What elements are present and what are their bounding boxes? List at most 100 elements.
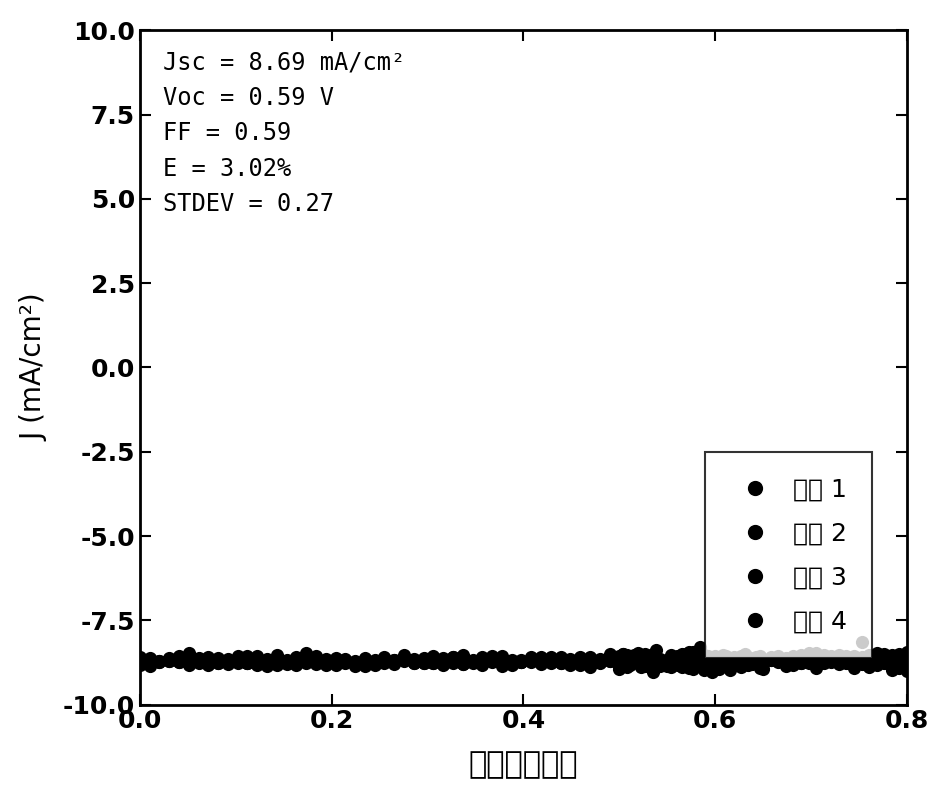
Point — [712, 663, 727, 676]
Point — [862, 661, 877, 674]
Point — [674, 656, 690, 669]
Point — [763, 651, 778, 664]
Point — [846, 661, 862, 674]
Point — [763, 654, 778, 666]
Point — [755, 663, 770, 676]
Point — [523, 650, 539, 663]
Point — [737, 658, 752, 670]
Point — [426, 650, 441, 662]
Point — [348, 656, 363, 669]
Point — [289, 658, 304, 670]
Point — [142, 659, 157, 672]
Point — [279, 654, 294, 666]
Point — [770, 655, 786, 668]
Point — [279, 657, 294, 670]
Point — [730, 654, 745, 667]
Point — [543, 651, 559, 664]
Point — [162, 651, 177, 664]
Point — [678, 659, 694, 672]
Point — [191, 653, 206, 666]
Point — [862, 653, 877, 666]
Point — [645, 658, 660, 671]
Point — [309, 654, 324, 666]
Point — [230, 654, 245, 667]
Point — [733, 661, 749, 674]
Point — [446, 657, 461, 670]
Point — [407, 657, 422, 670]
Point — [704, 657, 719, 670]
Legend: 电池 1, 电池 2, 电池 3, 电池 4: 电池 1, 电池 2, 电池 3, 电池 4 — [705, 453, 871, 658]
Point — [641, 650, 656, 662]
Point — [824, 651, 839, 664]
Point — [671, 650, 686, 663]
Point — [637, 647, 653, 660]
Point — [259, 658, 275, 670]
Point — [846, 651, 862, 664]
Point — [616, 654, 631, 667]
Point — [240, 657, 256, 670]
Point — [455, 658, 470, 670]
Point — [162, 654, 177, 667]
Point — [722, 657, 737, 670]
Point — [484, 650, 500, 663]
Point — [259, 653, 275, 666]
Point — [396, 653, 411, 666]
Point — [259, 654, 275, 666]
Point — [730, 653, 745, 666]
Point — [626, 656, 641, 669]
Point — [200, 658, 216, 671]
Point — [900, 646, 915, 658]
Point — [786, 650, 801, 663]
Point — [514, 654, 529, 667]
Point — [801, 652, 816, 665]
Point — [396, 654, 411, 667]
Point — [737, 648, 752, 661]
Point — [749, 654, 764, 666]
Point — [682, 662, 697, 674]
Point — [693, 658, 708, 671]
Point — [592, 654, 607, 666]
Point — [733, 651, 749, 664]
Point — [367, 654, 382, 666]
Point — [712, 655, 727, 668]
Point — [152, 654, 167, 667]
Point — [708, 652, 723, 665]
Point — [416, 657, 431, 670]
Point — [877, 656, 892, 669]
Point — [220, 654, 236, 666]
Point — [436, 658, 451, 671]
Point — [719, 655, 734, 668]
Point — [230, 657, 245, 670]
Point — [387, 658, 402, 670]
Point — [582, 661, 598, 674]
Point — [191, 652, 206, 665]
Point — [211, 657, 226, 670]
Point — [704, 666, 719, 679]
Point — [730, 654, 745, 667]
Point — [211, 655, 226, 668]
Point — [686, 650, 701, 662]
Point — [612, 662, 627, 675]
Point — [318, 653, 333, 666]
Point — [696, 656, 712, 669]
Point — [674, 650, 690, 663]
Point — [220, 658, 236, 671]
Point — [309, 658, 324, 670]
Point — [686, 646, 701, 658]
Point — [602, 655, 618, 668]
Point — [751, 661, 767, 674]
Point — [745, 657, 760, 670]
Point — [755, 655, 770, 668]
Point — [298, 655, 314, 668]
Point — [808, 647, 824, 660]
Point — [318, 658, 333, 670]
Point — [543, 656, 559, 669]
Point — [656, 656, 672, 669]
Point — [630, 651, 645, 664]
Point — [619, 660, 635, 673]
Point — [726, 654, 741, 667]
Point — [689, 654, 704, 667]
Point — [801, 657, 816, 670]
Point — [465, 654, 480, 666]
Point — [831, 658, 846, 670]
